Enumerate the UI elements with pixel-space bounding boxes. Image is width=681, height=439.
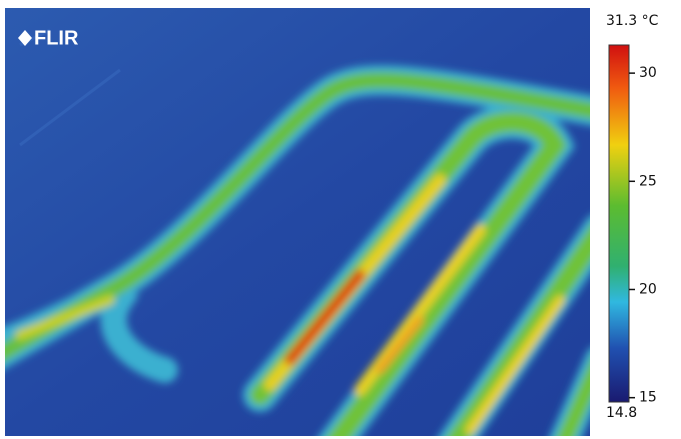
scale-min-label: 14.8	[606, 405, 637, 421]
color-scale	[609, 45, 629, 402]
scale-ticks: 15 20 25 30	[629, 65, 657, 406]
tick-label: 20	[639, 281, 657, 297]
thermal-screenshot: FLIR 31.3 °C 14.8 15 20 25 30	[0, 0, 681, 439]
tick-label: 25	[639, 173, 657, 189]
tick-label: 30	[639, 65, 657, 81]
logo-text: FLIR	[34, 27, 79, 49]
scale-max-label: 31.3 °C	[606, 13, 659, 29]
tick-label: 15	[639, 390, 657, 406]
thermal-image	[0, 8, 600, 439]
